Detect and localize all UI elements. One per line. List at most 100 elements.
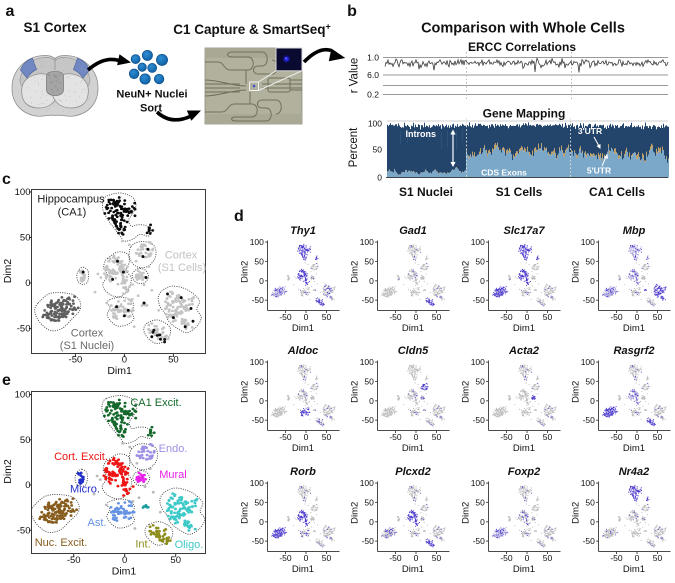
- svg-text:100: 100: [471, 478, 485, 488]
- svg-text:Mbp: Mbp: [623, 225, 646, 237]
- svg-text:-50: -50: [67, 555, 81, 566]
- svg-text:50: 50: [364, 497, 374, 507]
- svg-text:Plcxd2: Plcxd2: [395, 466, 430, 478]
- svg-text:0: 0: [590, 276, 595, 286]
- svg-text:0: 0: [480, 396, 485, 406]
- svg-text:Dim2: Dim2: [571, 381, 582, 403]
- svg-text:-50: -50: [500, 432, 513, 442]
- svg-text:50: 50: [254, 376, 264, 386]
- svg-text:50: 50: [653, 312, 663, 322]
- svg-text:50: 50: [432, 432, 442, 442]
- svg-text:Gene Mapping: Gene Mapping: [483, 107, 566, 121]
- svg-text:50: 50: [585, 376, 595, 386]
- svg-text:0: 0: [590, 517, 595, 527]
- svg-text:Percent: Percent: [348, 127, 360, 167]
- svg-text:-50: -50: [610, 432, 623, 442]
- svg-text:0: 0: [414, 312, 419, 322]
- svg-text:50: 50: [653, 553, 663, 563]
- svg-text:100: 100: [368, 118, 382, 128]
- svg-text:Introns: Introns: [406, 129, 437, 139]
- svg-text:0: 0: [414, 553, 419, 563]
- svg-text:50: 50: [170, 555, 181, 566]
- svg-text:-50: -50: [610, 312, 623, 322]
- svg-text:0: 0: [635, 312, 640, 322]
- svg-text:CA1 Cells: CA1 Cells: [589, 185, 645, 199]
- svg-text:Acta2: Acta2: [508, 345, 539, 357]
- svg-text:0: 0: [414, 432, 419, 442]
- svg-text:Cortex: Cortex: [165, 250, 198, 262]
- svg-text:0: 0: [369, 276, 374, 286]
- svg-text:50: 50: [585, 256, 595, 266]
- svg-text:50: 50: [585, 497, 595, 507]
- svg-text:Dim2: Dim2: [350, 261, 361, 283]
- svg-text:0: 0: [304, 553, 309, 563]
- svg-text:Dim1: Dim1: [402, 564, 424, 575]
- svg-text:Dim2: Dim2: [240, 261, 251, 283]
- svg-text:Dim2: Dim2: [350, 381, 361, 403]
- svg-text:6.0: 6.0: [367, 70, 379, 80]
- svg-text:100: 100: [471, 237, 485, 247]
- svg-text:50: 50: [432, 553, 442, 563]
- svg-text:Comparison with Whole Cells: Comparison with Whole Cells: [421, 21, 625, 37]
- svg-text:-50: -50: [389, 432, 402, 442]
- svg-text:3'UTR: 3'UTR: [578, 126, 602, 136]
- svg-text:0: 0: [122, 555, 127, 566]
- svg-text:0: 0: [369, 517, 374, 527]
- svg-text:S1 Nuclei: S1 Nuclei: [399, 185, 453, 199]
- svg-text:-50: -50: [252, 295, 265, 305]
- svg-text:c: c: [2, 171, 11, 188]
- svg-text:b: b: [347, 3, 357, 20]
- svg-text:-50: -50: [473, 415, 486, 425]
- svg-text:CDS Exons: CDS Exons: [481, 168, 527, 178]
- svg-text:(CA1): (CA1): [58, 207, 87, 219]
- svg-text:-50: -50: [500, 553, 513, 563]
- svg-text:50: 50: [20, 435, 31, 446]
- svg-text:100: 100: [15, 390, 31, 401]
- svg-text:50: 50: [475, 256, 485, 266]
- svg-text:-50: -50: [500, 312, 513, 322]
- svg-text:Thy1: Thy1: [290, 225, 316, 237]
- svg-text:50: 50: [364, 376, 374, 386]
- svg-text:-50: -50: [389, 312, 402, 322]
- svg-text:Cldn5: Cldn5: [398, 345, 429, 357]
- svg-text:Mural: Mural: [159, 469, 187, 481]
- svg-text:0: 0: [259, 276, 264, 286]
- svg-text:NeuN+ Nuclei: NeuN+ Nuclei: [116, 89, 187, 101]
- svg-text:0: 0: [377, 173, 382, 183]
- svg-text:Dim1: Dim1: [623, 323, 645, 334]
- svg-text:50: 50: [543, 553, 553, 563]
- svg-text:50: 50: [322, 432, 332, 442]
- svg-text:(S1 Nuclei): (S1 Nuclei): [60, 340, 114, 352]
- svg-text:0: 0: [122, 355, 127, 366]
- svg-text:Dim2: Dim2: [461, 381, 472, 403]
- svg-text:50: 50: [364, 256, 374, 266]
- svg-text:50: 50: [475, 376, 485, 386]
- svg-text:-50: -50: [279, 432, 292, 442]
- svg-text:d: d: [234, 208, 244, 225]
- svg-text:r Value: r Value: [349, 58, 361, 94]
- svg-text:Rorb: Rorb: [290, 466, 316, 478]
- svg-text:Dim1: Dim1: [292, 564, 314, 575]
- svg-text:Sort: Sort: [140, 103, 162, 115]
- svg-text:-50: -50: [279, 312, 292, 322]
- svg-text:Dim1: Dim1: [623, 564, 645, 575]
- svg-text:Dim2: Dim2: [571, 502, 582, 524]
- svg-text:Dim1: Dim1: [513, 323, 535, 334]
- svg-text:-50: -50: [362, 536, 375, 546]
- svg-text:-50: -50: [252, 536, 265, 546]
- svg-text:50: 50: [322, 553, 332, 563]
- svg-text:0: 0: [25, 278, 30, 289]
- svg-text:0: 0: [635, 432, 640, 442]
- svg-text:Nuc. Excit.: Nuc. Excit.: [35, 537, 88, 549]
- svg-text:Gad1: Gad1: [399, 225, 427, 237]
- svg-text:0: 0: [480, 276, 485, 286]
- svg-text:50: 50: [322, 312, 332, 322]
- svg-text:100: 100: [581, 478, 595, 488]
- svg-text:Rasgrf2: Rasgrf2: [614, 345, 655, 357]
- svg-text:-50: -50: [389, 553, 402, 563]
- svg-text:Micro.: Micro.: [70, 484, 100, 496]
- svg-text:0: 0: [369, 396, 374, 406]
- svg-text:-50: -50: [473, 536, 486, 546]
- svg-text:ERCC Correlations: ERCC Correlations: [468, 40, 576, 54]
- svg-text:0: 0: [480, 517, 485, 527]
